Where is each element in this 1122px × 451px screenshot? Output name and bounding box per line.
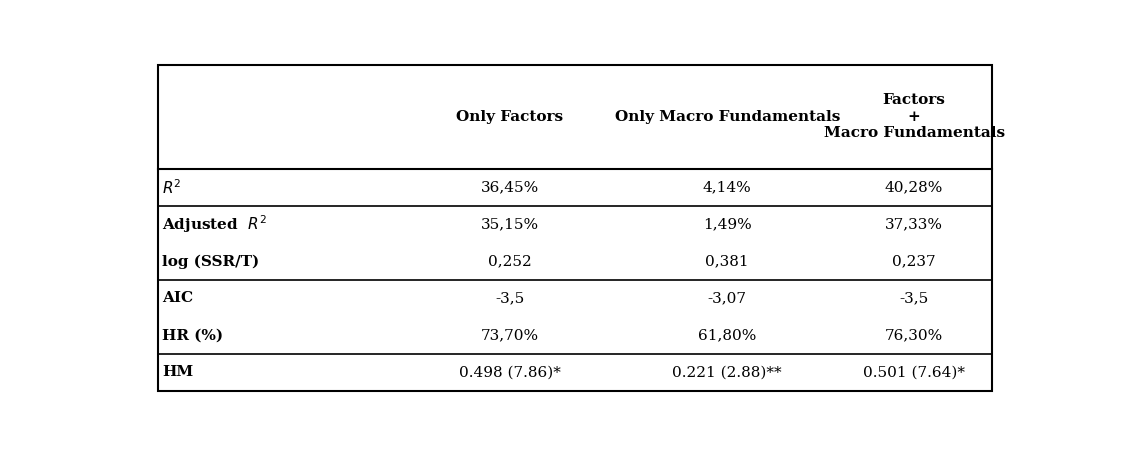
Text: 0,252: 0,252 <box>488 254 532 268</box>
Text: 0.221 (2.88)**: 0.221 (2.88)** <box>672 365 782 379</box>
Text: HM: HM <box>162 365 193 379</box>
Text: 4,14%: 4,14% <box>702 180 752 194</box>
Text: 61,80%: 61,80% <box>698 328 756 342</box>
Text: Only Factors: Only Factors <box>457 110 563 124</box>
Text: 36,45%: 36,45% <box>480 180 539 194</box>
Text: 0.501 (7.64)*: 0.501 (7.64)* <box>863 365 965 379</box>
Text: -3,07: -3,07 <box>708 291 747 305</box>
Text: Only Macro Fundamentals: Only Macro Fundamentals <box>615 110 840 124</box>
Text: Factors
+
Macro Fundamentals: Factors + Macro Fundamentals <box>824 93 1004 140</box>
Text: HR (%): HR (%) <box>162 328 223 342</box>
Text: -3,5: -3,5 <box>900 291 929 305</box>
Text: 73,70%: 73,70% <box>480 328 539 342</box>
Text: 35,15%: 35,15% <box>480 217 539 231</box>
Text: $R^2$: $R^2$ <box>162 178 182 197</box>
Text: log (SSR/T): log (SSR/T) <box>162 254 259 268</box>
Text: AIC: AIC <box>162 291 193 305</box>
Text: 0.498 (7.86)*: 0.498 (7.86)* <box>459 365 561 379</box>
Text: 76,30%: 76,30% <box>885 328 944 342</box>
Text: -3,5: -3,5 <box>495 291 524 305</box>
Text: 37,33%: 37,33% <box>885 217 944 231</box>
Text: 40,28%: 40,28% <box>885 180 944 194</box>
Text: Adjusted  $R^2$: Adjusted $R^2$ <box>162 213 267 235</box>
Text: 0,237: 0,237 <box>892 254 936 268</box>
Text: 1,49%: 1,49% <box>702 217 752 231</box>
Text: 0,381: 0,381 <box>706 254 749 268</box>
